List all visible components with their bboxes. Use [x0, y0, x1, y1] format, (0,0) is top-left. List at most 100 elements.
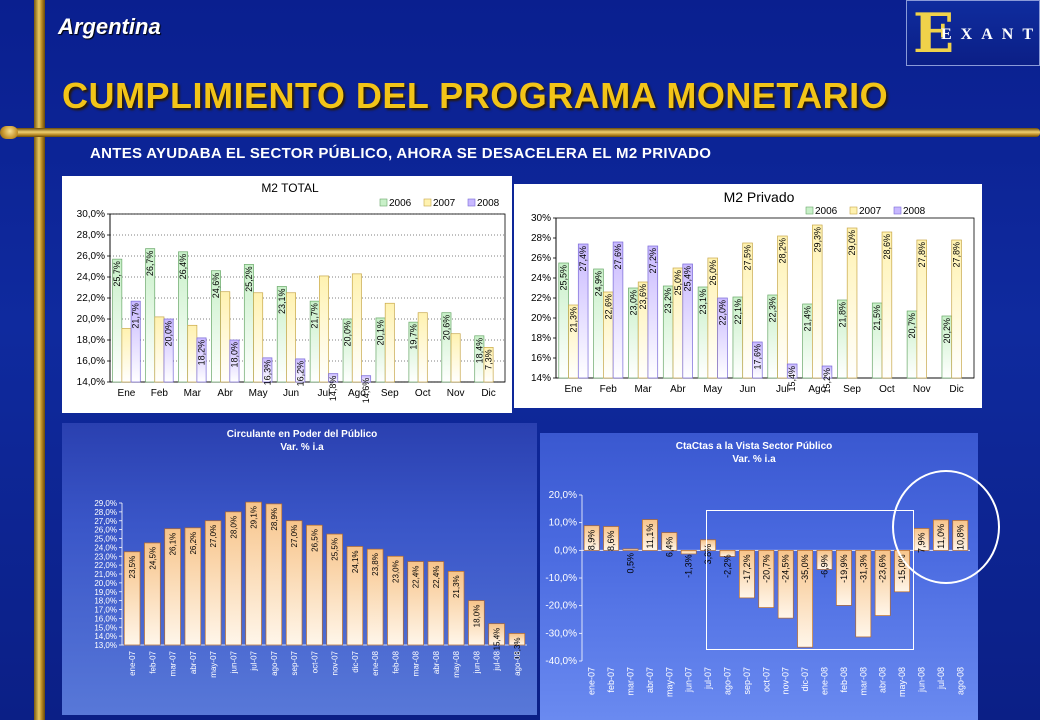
- y-tick-label: 26,0%: [94, 526, 117, 535]
- bar-label: 14,8%: [328, 376, 338, 402]
- bar-label: -15,0%: [897, 554, 907, 583]
- x-tick-label: Ago: [348, 388, 366, 399]
- bar: [916, 239, 927, 379]
- bar-label: 15,4%: [787, 366, 797, 392]
- bar: [144, 542, 161, 646]
- bar-label: 23,1%: [277, 288, 287, 314]
- bar-label: 23,5%: [128, 556, 137, 579]
- bar-label: 18,2%: [197, 340, 207, 366]
- x-tick-label: ago-07: [270, 650, 279, 675]
- chart-subtitle: Var. % i.a: [280, 442, 324, 453]
- y-tick-label: 17,0%: [94, 606, 117, 615]
- chart-title: CtaCtas a la Vista Sector Público: [676, 441, 833, 452]
- x-tick-label: sep-07: [290, 650, 299, 675]
- bar: [777, 549, 794, 619]
- bar-label: 15,2%: [822, 368, 832, 394]
- bar-label: 25,0%: [673, 270, 683, 296]
- bar-label: 24,1%: [351, 550, 360, 573]
- bar-label: 20,6%: [441, 315, 451, 341]
- bar: [253, 292, 264, 383]
- logo-letter: E: [913, 1, 955, 65]
- bar-label: 26,5%: [310, 529, 319, 552]
- chart-title: M2 Privado: [724, 189, 795, 205]
- x-tick-label: jun-08: [917, 667, 927, 693]
- bar-label: 23,0%: [391, 560, 400, 583]
- bar-label: 28,0%: [229, 516, 238, 539]
- x-tick-label: mar-08: [858, 667, 868, 696]
- bar: [265, 503, 283, 646]
- bar: [196, 337, 207, 383]
- x-tick-label: jun-07: [229, 650, 238, 674]
- bar-label: 27,0%: [209, 525, 218, 548]
- bar-label: -24,5%: [781, 554, 791, 583]
- bar-label: 23,1%: [698, 289, 708, 315]
- page-subtitle: ANTES AYUDABA EL SECTOR PÚBLICO, AHORA S…: [90, 145, 712, 162]
- bar-label: -6,9%: [820, 554, 830, 578]
- x-tick-label: Dic: [481, 388, 495, 399]
- bar-label: 3,8%: [703, 544, 713, 565]
- x-tick-label: may-07: [664, 667, 674, 697]
- y-tick-label: 20,0%: [77, 314, 105, 325]
- y-tick-label: 27,0%: [94, 517, 117, 526]
- bar-label: -17,2%: [742, 554, 752, 583]
- bar: [952, 520, 969, 551]
- x-tick-label: feb-08: [839, 667, 849, 693]
- y-tick-label: 28%: [531, 233, 551, 244]
- y-tick-label: 28,0%: [94, 508, 117, 517]
- bar-label: 21,7%: [131, 303, 141, 329]
- bar-label: 28,9%: [270, 508, 279, 531]
- bar-label: -31,3%: [858, 554, 868, 583]
- bar-label: 27,0%: [290, 525, 299, 548]
- x-tick-label: feb-08: [391, 650, 400, 673]
- bar: [874, 549, 891, 616]
- bar-label: 21,5%: [872, 305, 882, 331]
- bar: [835, 549, 852, 606]
- legend-label: 2006: [389, 198, 412, 209]
- exante-logo: E EXANTE: [906, 0, 1040, 66]
- bar: [407, 561, 424, 646]
- bar-label: 21,7%: [310, 303, 320, 329]
- bar: [661, 532, 678, 551]
- legend-swatch: [849, 206, 858, 215]
- y-tick-label: 20%: [531, 313, 551, 324]
- bar: [816, 549, 833, 570]
- x-tick-label: jul-07: [703, 667, 713, 690]
- bar: [812, 224, 823, 379]
- y-tick-label: 24%: [531, 273, 551, 284]
- chart-m2-privado: M2 Privado 14% 16% 18% 20% 22% 24% 26% 28% 30% 25,…: [531, 189, 975, 395]
- y-tick-label: 13,0%: [94, 641, 117, 650]
- bar: [351, 273, 362, 383]
- bar: [932, 519, 949, 551]
- bar: [328, 373, 339, 383]
- bar: [717, 297, 728, 379]
- bar-label: 16,2%: [295, 361, 305, 387]
- bar: [483, 347, 494, 383]
- bar: [417, 312, 428, 383]
- x-tick-label: dic-07: [351, 650, 360, 672]
- bar-label: 11,0%: [936, 524, 946, 549]
- y-tick-label: 26%: [531, 253, 551, 264]
- bar: [154, 316, 165, 383]
- y-tick-label: 24,0%: [77, 272, 105, 283]
- x-tick-label: dic-07: [800, 667, 810, 692]
- x-tick-label: nov-07: [781, 667, 791, 695]
- bar: [184, 527, 202, 646]
- x-tick-label: oct-07: [310, 650, 319, 673]
- x-tick-label: Dic: [949, 384, 963, 395]
- x-tick-label: Ene: [565, 384, 583, 395]
- y-tick-label: 20,0%: [94, 579, 117, 588]
- y-tick-label: 14,0%: [77, 377, 105, 388]
- bar-label: 24,9%: [593, 271, 603, 297]
- x-tick-label: mar-07: [169, 650, 178, 676]
- country-label: Argentina: [58, 14, 161, 39]
- bar: [306, 524, 323, 646]
- bar-label: 21,8%: [837, 302, 847, 328]
- bar-label: 20,0%: [164, 321, 174, 347]
- x-tick-label: Feb: [151, 388, 169, 399]
- bar-label: 21,4%: [802, 306, 812, 332]
- bar: [622, 548, 639, 551]
- x-tick-label: Sep: [843, 384, 861, 395]
- bar-label: 25,4%: [683, 266, 693, 292]
- bar: [450, 333, 461, 383]
- bar: [881, 231, 893, 379]
